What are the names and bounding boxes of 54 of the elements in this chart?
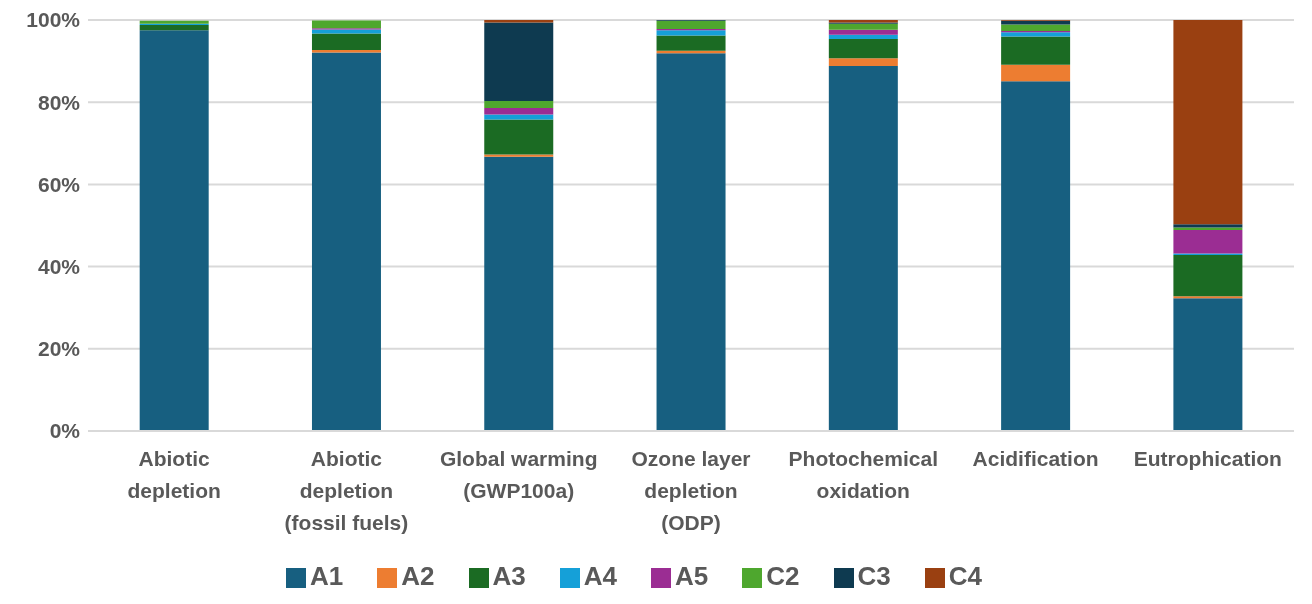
y-tick-label: 40% [37, 255, 81, 279]
bar [1001, 81, 1071, 431]
bar [139, 30, 209, 431]
bar [656, 30, 726, 36]
bar [1001, 24, 1071, 32]
legend-label: A4 [583, 561, 617, 591]
y-tick-label: 80% [37, 90, 81, 114]
bar [1173, 230, 1243, 254]
legend-label: A5 [675, 561, 709, 591]
bar [484, 22, 554, 101]
bar [656, 20, 726, 30]
bar [311, 52, 381, 431]
bar [828, 66, 898, 431]
legend-label: C4 [948, 561, 982, 591]
x-tick-label: Eutrophication [1133, 447, 1282, 470]
bar [828, 34, 898, 39]
legend-label: A3 [492, 561, 526, 591]
bar [1001, 20, 1071, 25]
bar [484, 156, 554, 431]
x-tick-label: Acidification [972, 447, 1099, 470]
bar [1173, 255, 1243, 297]
bar [484, 119, 554, 155]
bar [656, 53, 726, 431]
bar [1173, 296, 1243, 299]
bar [1001, 32, 1071, 37]
bar [828, 58, 898, 67]
y-tick-label: 100% [26, 8, 81, 32]
bar [1001, 36, 1071, 65]
legend-label: C2 [766, 561, 800, 591]
bar [1001, 64, 1071, 82]
y-tick-label: 0% [49, 419, 81, 443]
bar [311, 33, 381, 50]
bar [1173, 298, 1243, 431]
x-tick-label: Ozone layer depletion (ODP) [631, 447, 751, 534]
legend-label: A1 [310, 561, 344, 591]
x-tick-label: Global warming (GWP100a) [439, 447, 598, 502]
x-tick-label: Abiotic depletion [127, 447, 221, 502]
bar [311, 29, 381, 34]
bar [484, 154, 554, 157]
bar [828, 29, 898, 35]
bar [311, 20, 381, 29]
x-tick-label: Abiotic depletion (fossil fuels) [284, 447, 409, 534]
y-tick-label: 20% [37, 337, 81, 361]
y-tick-label: 60% [37, 172, 81, 196]
bar [484, 100, 554, 108]
legend-label: A2 [401, 561, 435, 591]
bar [828, 23, 898, 30]
bar [139, 24, 209, 31]
bar [1173, 20, 1243, 225]
bar [828, 38, 898, 59]
x-tick-label: Photochemical oxidation [788, 447, 938, 502]
bar [484, 107, 554, 115]
legend-label: C3 [857, 561, 891, 591]
bar [656, 35, 726, 51]
